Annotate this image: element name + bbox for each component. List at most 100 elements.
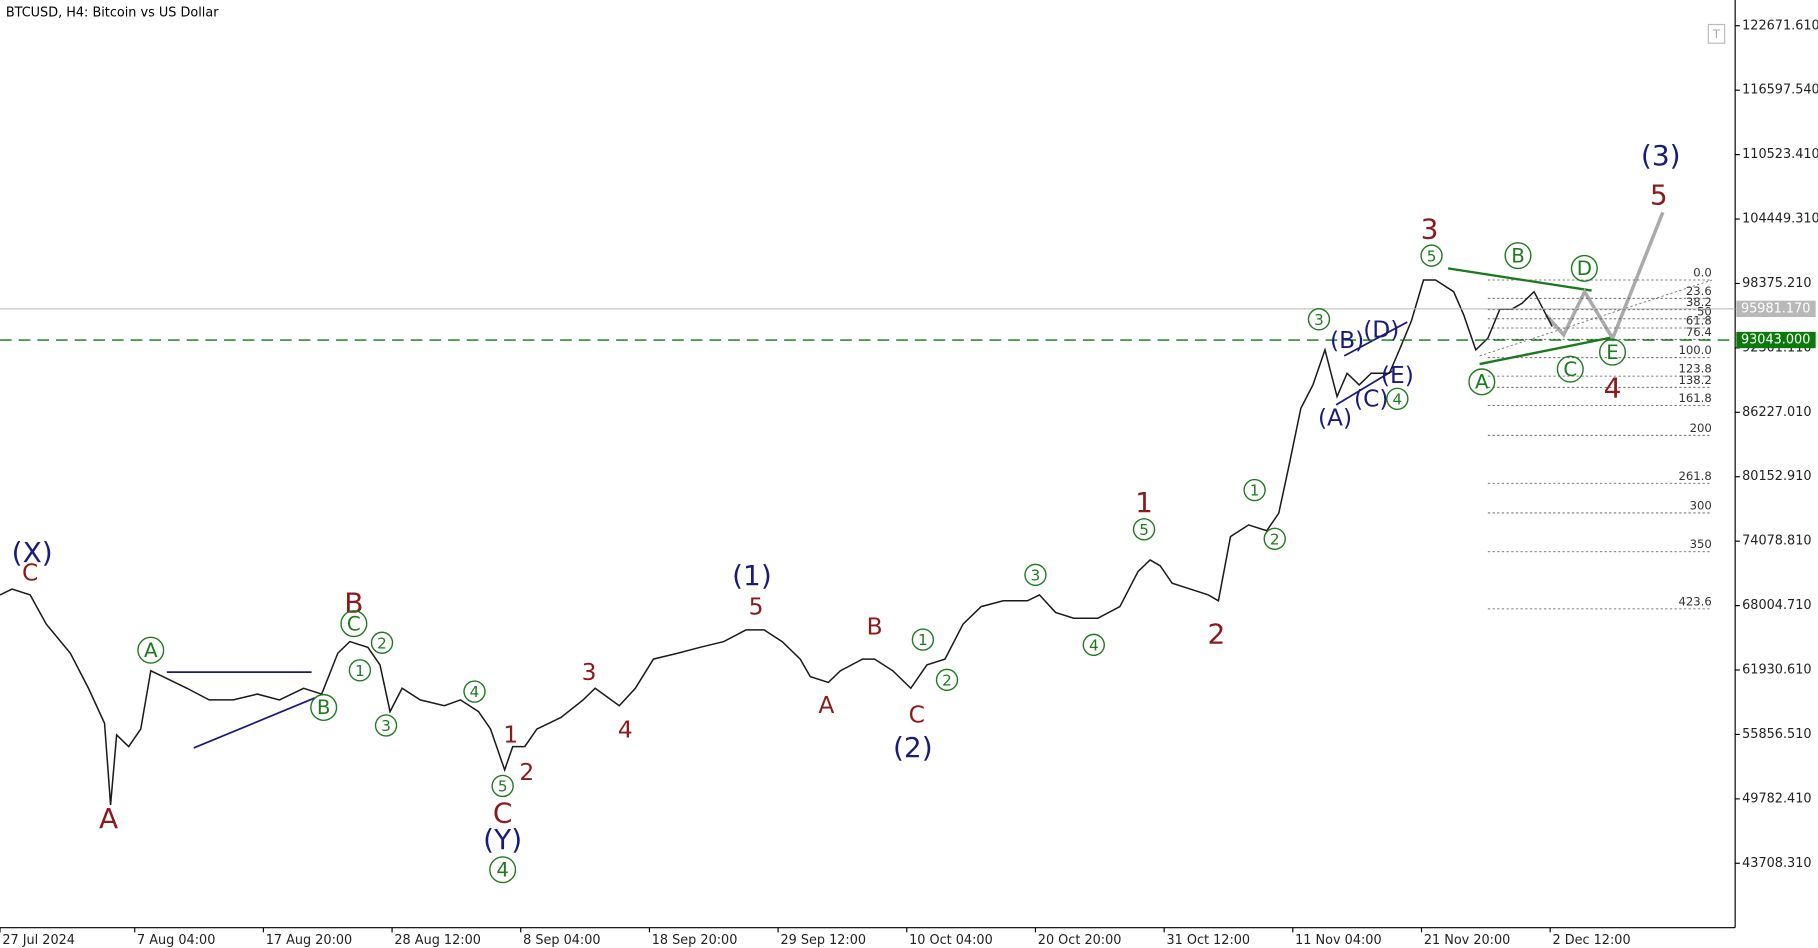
wave-label: A — [144, 639, 158, 662]
wave-circle — [1024, 563, 1047, 587]
wave-label: 4 — [618, 715, 633, 743]
y-tick-label: 61930.610 — [1742, 663, 1811, 678]
wave-circle — [370, 631, 394, 654]
wave-label: 1 — [1135, 486, 1153, 519]
wave-label: 2 — [519, 758, 534, 786]
wave-label: (E) — [1381, 361, 1414, 389]
y-tick-label: 43708.310 — [1742, 856, 1811, 871]
y-tick-label: 116597.540 — [1742, 83, 1818, 98]
fib-level-label: 350 — [1690, 537, 1712, 551]
wave-circle — [1082, 633, 1105, 657]
wave-circle — [1504, 242, 1532, 270]
wave-circle — [1556, 355, 1584, 383]
wave-circle — [1420, 244, 1443, 267]
wave-label: B — [867, 613, 883, 641]
y-tick-label: 74078.810 — [1742, 534, 1811, 549]
trend-line — [1343, 321, 1408, 357]
wave-circle — [935, 668, 959, 692]
wave-label: C — [22, 558, 38, 586]
wave-label: E — [1606, 341, 1619, 364]
wave-label: 1 — [355, 662, 365, 680]
wave-label: (1) — [732, 559, 772, 592]
x-tick-label: 28 Aug 12:00 — [394, 933, 481, 948]
y-tick-label: 80152.910 — [1742, 469, 1811, 484]
wave-label: D — [1577, 257, 1592, 280]
wave-circle — [1243, 478, 1266, 502]
wave-label: 5 — [498, 778, 508, 796]
wave-label: 4 — [496, 858, 509, 881]
trade-icon[interactable] — [1707, 23, 1726, 44]
wave-label: 2 — [377, 634, 387, 652]
x-tick-label: 21 Nov 20:00 — [1424, 933, 1510, 948]
wave-label: 1 — [503, 721, 518, 749]
wave-drawings — [166, 211, 1712, 749]
fib-level-label: 23.6 — [1686, 284, 1712, 298]
wave-label: 4 — [1604, 371, 1622, 404]
wave-circle — [340, 610, 368, 638]
wave-label: 1 — [1250, 482, 1260, 500]
wave-label: (A) — [1318, 404, 1352, 432]
fib-level-label: 38.2 — [1686, 295, 1712, 309]
trade-icon-glyph: T — [1712, 27, 1721, 41]
wave-circle — [1570, 254, 1598, 282]
fib-level-label: 161.8 — [1678, 391, 1711, 405]
wave-label: (3) — [1641, 139, 1681, 172]
wave-circle — [1132, 518, 1156, 541]
x-tick-label: 10 Oct 04:00 — [909, 933, 993, 948]
wave-label: 4 — [470, 683, 480, 701]
wave-label: A — [1475, 371, 1489, 394]
x-tick-label: 7 Aug 04:00 — [137, 933, 215, 948]
wave-circle — [374, 714, 398, 737]
fib-base-line — [1479, 279, 1712, 357]
wave-label: A — [99, 802, 118, 835]
wave-circle — [911, 628, 935, 651]
x-tick-label: 17 Aug 20:00 — [266, 933, 353, 948]
price-label-box — [1736, 331, 1816, 349]
fib-level-label: 100.0 — [1678, 343, 1711, 357]
wave-label: 5 — [1427, 247, 1437, 265]
wave-label: C — [493, 797, 513, 830]
chart-title: BTCUSD, H4: Bitcoin vs US Dollar — [6, 5, 219, 20]
fib-level-label: 123.8 — [1678, 362, 1711, 376]
wave-label: 3 — [381, 717, 391, 735]
fib-level-label: 261.8 — [1678, 469, 1711, 483]
wave-circle — [137, 636, 165, 664]
price-line — [0, 279, 1553, 805]
wave-circle — [1263, 527, 1286, 551]
fib-level-label: 0.0 — [1693, 266, 1712, 280]
wave-label: (C) — [1354, 384, 1389, 412]
y-tick-label: 104449.310 — [1742, 212, 1818, 227]
y-tick-label: 68004.710 — [1742, 598, 1811, 613]
x-tick-label: 11 Nov 04:00 — [1295, 933, 1381, 948]
x-tick-label: 18 Sep 20:00 — [652, 933, 738, 948]
y-tick-label: 86227.010 — [1742, 405, 1811, 420]
wave-circle — [1598, 338, 1627, 366]
x-tick-label: 20 Oct 20:00 — [1038, 933, 1122, 948]
x-tick-label: 29 Sep 12:00 — [780, 933, 866, 948]
fib-level-label: 61.8 — [1686, 313, 1712, 327]
wave-label: 4 — [1393, 390, 1403, 408]
wave-label: 3 — [582, 658, 597, 686]
trend-line — [193, 696, 316, 749]
wave-label: 3 — [1031, 567, 1041, 585]
trend-line — [1447, 267, 1592, 292]
wave-circle — [489, 856, 517, 884]
wave-label: (Y) — [483, 823, 522, 856]
projection-path — [1544, 211, 1665, 343]
y-tick-label: 49782.410 — [1742, 791, 1811, 806]
trend-line — [1335, 370, 1393, 406]
wave-circle — [348, 659, 372, 682]
wave-label: 3 — [1314, 311, 1324, 329]
x-tick-label: 2 Dec 12:00 — [1553, 933, 1631, 948]
wave-label: C — [1563, 358, 1577, 381]
x-tick-label: 27 Jul 2024 — [2, 933, 75, 948]
wave-circle — [491, 774, 514, 798]
wave-label: 2 — [942, 672, 952, 690]
y-tick-label: 55856.510 — [1742, 727, 1811, 742]
price-label: 95981.170 — [1741, 301, 1810, 316]
wave-circle — [1386, 387, 1409, 411]
wave-label: 2 — [1270, 530, 1280, 548]
